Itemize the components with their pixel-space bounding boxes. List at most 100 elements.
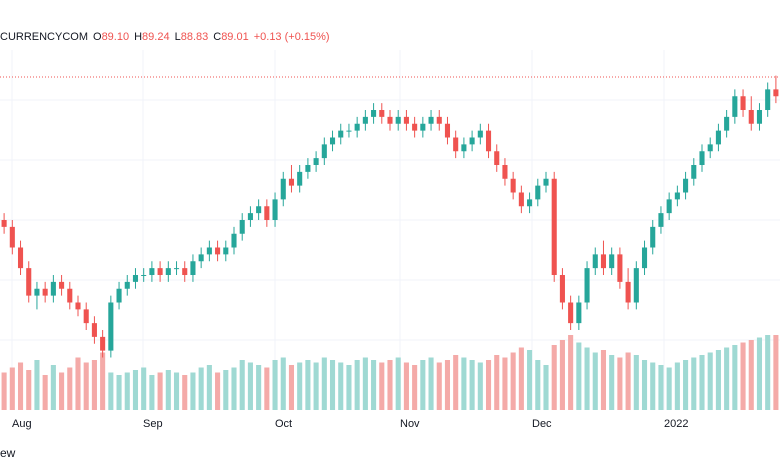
candle-body bbox=[600, 254, 607, 269]
candle-body bbox=[190, 261, 196, 275]
volume-bar bbox=[502, 357, 508, 410]
low-value: 88.83 bbox=[180, 31, 209, 43]
candle-body bbox=[34, 288, 40, 296]
volume-bar bbox=[149, 375, 155, 410]
candle-body bbox=[321, 144, 327, 159]
candle-body bbox=[617, 254, 623, 282]
volume-bar bbox=[732, 345, 738, 410]
candle-body bbox=[206, 247, 212, 255]
close-readout: C 89.01 bbox=[213, 31, 248, 47]
volume-bar bbox=[559, 340, 565, 410]
volume-bar bbox=[674, 362, 680, 410]
candle-body bbox=[633, 268, 639, 303]
candle-body bbox=[141, 275, 147, 276]
symbol-header: CURRENCYCOM O 89.10 H 89.24 L 88.83 C 89.01 … bbox=[0, 31, 330, 47]
chart-grid bbox=[0, 50, 780, 410]
candle-body bbox=[83, 309, 89, 324]
volume-bar bbox=[313, 362, 319, 410]
candle-body bbox=[461, 144, 467, 152]
volume-bar bbox=[17, 362, 24, 410]
volume-bar bbox=[527, 350, 533, 410]
candle-body bbox=[182, 268, 188, 275]
candle-body bbox=[551, 178, 557, 275]
candle-body bbox=[75, 302, 81, 310]
volume-bar bbox=[1, 372, 7, 410]
volume-bar bbox=[715, 350, 721, 410]
volume-bar bbox=[568, 335, 574, 410]
close-value: 89.01 bbox=[221, 31, 249, 43]
candle-body bbox=[313, 158, 319, 165]
volume-bar bbox=[34, 360, 40, 410]
candle-body bbox=[165, 268, 171, 275]
volume-bar bbox=[551, 345, 557, 410]
candle-body bbox=[362, 116, 368, 124]
x-tick-label: Dec bbox=[532, 418, 552, 430]
volume-bar bbox=[305, 360, 311, 410]
candle-body bbox=[149, 268, 155, 275]
volume-bar bbox=[633, 355, 639, 410]
volume-bar bbox=[141, 367, 147, 410]
low-key: L bbox=[174, 31, 181, 43]
volume-bar bbox=[116, 375, 122, 410]
volume-bar bbox=[264, 367, 270, 410]
candle-body bbox=[108, 302, 114, 351]
open-key: O bbox=[93, 31, 102, 43]
volume-bar bbox=[641, 360, 648, 410]
volume-bar bbox=[50, 365, 56, 410]
candle-body bbox=[699, 151, 705, 165]
candle-body bbox=[436, 116, 442, 124]
volume-bar bbox=[609, 355, 615, 410]
volume-bar bbox=[91, 360, 97, 410]
candle-body bbox=[100, 336, 106, 351]
volume-bar bbox=[453, 355, 459, 410]
volume-bar bbox=[625, 352, 631, 410]
candle-body bbox=[568, 302, 574, 324]
volume-bar bbox=[362, 357, 368, 410]
candle-body bbox=[264, 206, 270, 220]
volume-bar bbox=[346, 365, 352, 410]
volume-bar bbox=[379, 362, 385, 410]
volume-bar bbox=[469, 360, 475, 410]
change-value: +0.13 (+0.15%) bbox=[253, 31, 330, 43]
candle-body bbox=[691, 165, 697, 179]
volume-bar bbox=[650, 362, 656, 410]
candle-body bbox=[748, 110, 754, 124]
candle-body bbox=[609, 254, 615, 269]
candle-body bbox=[641, 247, 648, 269]
volume-bar bbox=[371, 360, 377, 410]
volume-bar bbox=[329, 360, 336, 410]
volume-bar bbox=[428, 357, 434, 410]
volume-bar bbox=[215, 372, 221, 410]
candle-body bbox=[444, 123, 451, 138]
volume-bar bbox=[288, 365, 295, 410]
candle-body bbox=[518, 192, 524, 207]
candle-body bbox=[354, 123, 360, 131]
candle-body bbox=[42, 288, 48, 296]
volume-bar bbox=[67, 367, 73, 410]
volume-bar bbox=[765, 335, 771, 410]
volume-bar bbox=[403, 362, 409, 410]
volume-bar bbox=[108, 372, 114, 410]
volume-bar bbox=[518, 347, 524, 410]
candle-body bbox=[494, 151, 500, 165]
candle-body bbox=[379, 110, 385, 117]
candle-body bbox=[584, 268, 590, 303]
x-tick-label: Oct bbox=[275, 418, 292, 430]
candle-body bbox=[707, 144, 713, 152]
volume-bar bbox=[387, 360, 393, 410]
candle-body bbox=[50, 281, 56, 296]
volume-bar bbox=[584, 347, 590, 410]
volume-bar bbox=[190, 372, 196, 410]
candle-body bbox=[535, 185, 541, 200]
volume-bar bbox=[272, 360, 278, 410]
volume-bar bbox=[666, 367, 672, 410]
volume-bar bbox=[297, 362, 303, 410]
volume-bar bbox=[75, 357, 81, 410]
candle-body bbox=[715, 130, 721, 145]
candle-body bbox=[428, 116, 434, 124]
candle-body bbox=[485, 130, 492, 152]
x-tick-label: Nov bbox=[400, 418, 420, 430]
volume-bar bbox=[42, 375, 48, 410]
candle-body bbox=[231, 233, 237, 248]
